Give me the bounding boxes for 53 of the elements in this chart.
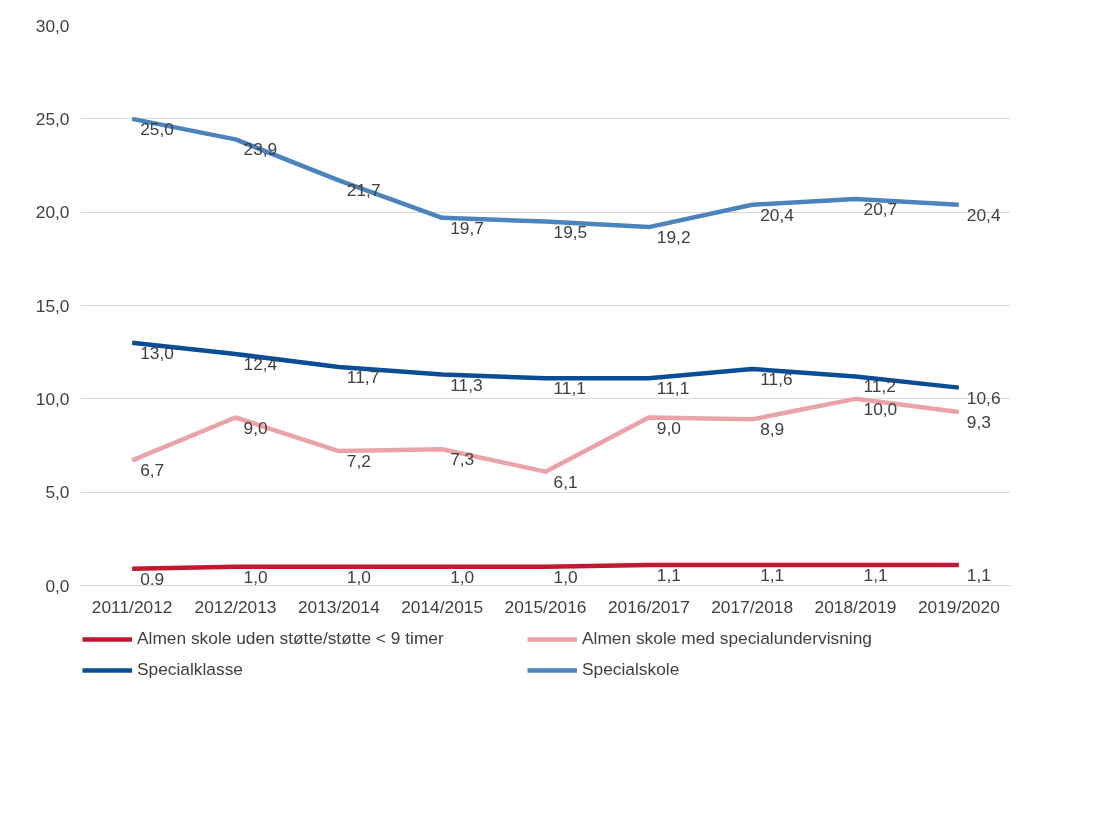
data-label: 9,0: [656, 417, 681, 438]
data-label: 10,6: [966, 387, 1001, 408]
data-label: 10,0: [863, 398, 898, 419]
x-tick-label: 2014/2015: [401, 596, 484, 617]
data-label: 12,4: [243, 354, 278, 375]
data-label: 1,1: [966, 564, 991, 585]
data-label: 11,7: [346, 367, 380, 388]
data-label: 11,3: [450, 374, 483, 395]
data-label: 20,4: [966, 204, 1001, 225]
data-label: 19,2: [656, 227, 691, 248]
data-label: 11,6: [760, 368, 793, 389]
x-tick-label: 2019/2020: [917, 596, 1000, 617]
data-label: 9,0: [243, 417, 268, 438]
data-label: 19,7: [450, 217, 484, 238]
legend-label: Specialskole: [582, 659, 681, 680]
data-label: 11,1: [656, 378, 690, 399]
x-tick-label: 2017/2018: [711, 596, 794, 617]
x-tick-label: 2018/2019: [814, 596, 897, 617]
data-label: 7,3: [450, 449, 475, 470]
data-label: 20,7: [863, 199, 898, 220]
data-label: 1,1: [760, 564, 785, 585]
legend-label: Specialklasse: [137, 659, 244, 680]
data-label: 11,2: [863, 376, 896, 397]
legend-label: Almen skole med specialundervisning: [582, 628, 873, 649]
data-label: 1,1: [863, 564, 888, 585]
y-tick-label: 5,0: [45, 482, 70, 503]
data-label: 6,1: [553, 471, 578, 492]
y-tick-label: 30,0: [35, 15, 70, 36]
y-tick-label: 20,0: [35, 202, 70, 223]
x-tick-label: 2016/2017: [607, 596, 690, 617]
x-tick-label: 2015/2016: [504, 596, 587, 617]
x-tick-label: 2012/2013: [194, 596, 277, 617]
data-label: 9,3: [966, 411, 991, 432]
y-tick-label: 25,0: [35, 108, 70, 129]
data-label: 6,7: [140, 460, 165, 481]
y-tick-label: 10,0: [35, 388, 70, 409]
data-label: 20,4: [760, 204, 795, 225]
data-label: 1,0: [553, 566, 578, 587]
data-label: 7,2: [346, 451, 371, 472]
x-tick-label: 2011/2012: [91, 596, 173, 617]
data-label: 1,1: [656, 564, 681, 585]
data-label: 11,1: [553, 378, 586, 399]
data-label: 1,0: [243, 566, 268, 587]
x-tick-label: 2013/2014: [297, 596, 381, 617]
legend-label: Almen skole uden støtte/støtte < 9 timer: [137, 628, 445, 649]
data-label: 1,0: [346, 566, 371, 587]
data-label: 19,5: [553, 221, 588, 242]
data-label: 8,9: [760, 419, 785, 440]
y-tick-label: 0,0: [45, 575, 70, 596]
data-label: 13,0: [140, 342, 174, 363]
data-label: 25,0: [140, 118, 174, 139]
y-tick-label: 15,0: [35, 295, 70, 316]
data-label: 1,0: [450, 566, 475, 587]
